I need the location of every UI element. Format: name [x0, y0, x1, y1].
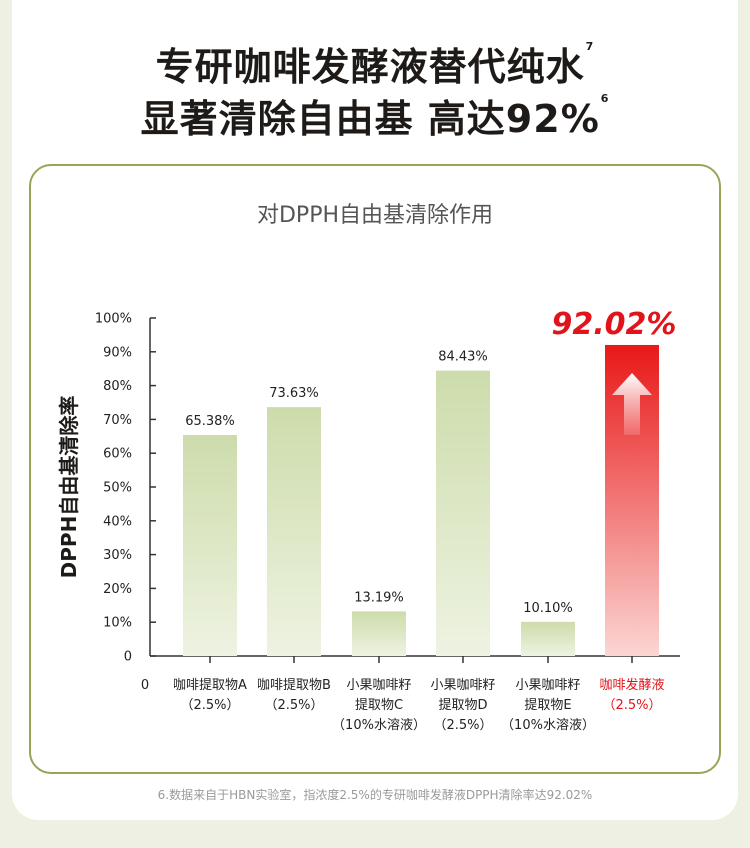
x-category-label: （10%水溶液）: [501, 718, 595, 733]
y-axis-title: DPPH自由基清除率: [57, 396, 81, 579]
bar-value-label: 84.43%: [438, 350, 488, 365]
x-category-label: （2.5%）: [264, 698, 323, 713]
y-tick-label: 70%: [103, 413, 132, 428]
x-category-label: 咖啡提取物B: [257, 677, 331, 693]
headline-line-1-text: 专研咖啡发酵液替代纯水: [155, 45, 585, 89]
footnote: 6.数据来自于HBN实验室，指浓度2.5%的专研咖啡发酵液DPPH清除率达92.…: [157, 788, 593, 802]
bar: [267, 407, 321, 656]
y-tick-label: 40%: [103, 514, 132, 529]
x-category-label: （2.5%）: [602, 698, 661, 713]
bar-value-label: 73.63%: [269, 386, 319, 401]
y-tick-label: 100%: [95, 312, 132, 327]
x-category-label: （2.5%）: [433, 718, 492, 733]
y-tick-label: 90%: [103, 345, 132, 360]
headline-line-1: 专研咖啡发酵液替代纯水7: [0, 36, 750, 91]
x-category-label: 咖啡提取物A: [173, 677, 247, 693]
x-category-label: 提取物E: [524, 697, 571, 713]
bar: [436, 370, 490, 656]
y-tick-label: 10%: [103, 616, 132, 631]
headline-line-2-text: 显著清除自由基 高达92%: [140, 97, 600, 141]
x-category-label: 咖啡发酵液: [599, 677, 664, 693]
y-tick-label: 30%: [103, 548, 132, 563]
x-category-label: （2.5%）: [180, 698, 239, 713]
bar-value-label: 65.38%: [185, 414, 235, 429]
x-category-label: 小果咖啡籽: [346, 678, 411, 693]
bar-value-label: 92.02%: [552, 307, 677, 342]
chart-title: 对DPPH自由基清除作用: [256, 203, 494, 228]
x-category-label: 提取物C: [355, 697, 403, 713]
y-tick-label: 60%: [103, 447, 132, 462]
x-category-label: 小果咖啡籽: [430, 678, 495, 693]
y-tick-label: 80%: [103, 379, 132, 394]
y-tick-label: 20%: [103, 582, 132, 597]
x-origin-label: 0: [141, 678, 149, 693]
bar: [352, 611, 406, 656]
headline-line-2: 显著清除自由基 高达92%6: [0, 88, 750, 143]
headline-line-2-footnote-mark: 6: [600, 92, 610, 105]
y-tick-label: 0: [124, 650, 132, 665]
up-arrow-icon: [612, 372, 652, 435]
y-tick-label: 50%: [103, 481, 132, 496]
bar: [521, 621, 575, 656]
x-category-label: （10%水溶液）: [332, 718, 426, 733]
x-category-label: 提取物D: [438, 697, 487, 713]
bar: [183, 435, 237, 656]
headline-line-1-footnote-mark: 7: [585, 40, 595, 53]
bar-value-label: 10.10%: [523, 601, 573, 616]
bar-value-label: 13.19%: [354, 590, 404, 605]
x-category-label: 小果咖啡籽: [515, 678, 580, 693]
